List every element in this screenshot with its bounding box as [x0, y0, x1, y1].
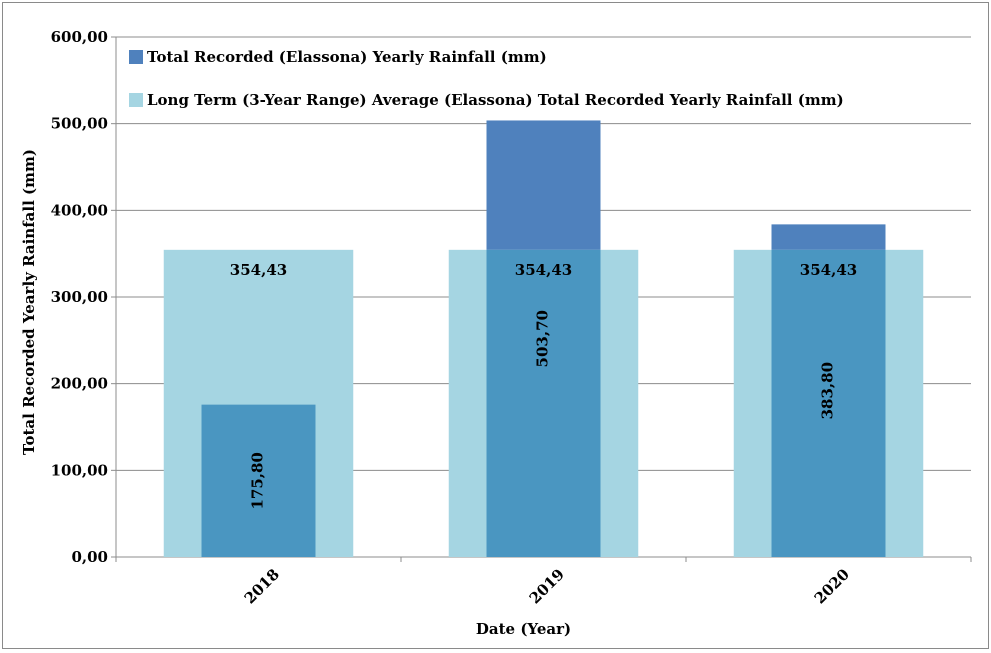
y-tick-label: 400,00	[51, 201, 108, 219]
bar-total-2018	[201, 404, 316, 557]
y-tick-label: 100,00	[51, 461, 108, 479]
data-label-total-2019: 503,70	[534, 310, 552, 367]
y-tick-label: 600,00	[51, 28, 108, 46]
x-tick-label-2020: 2020	[811, 565, 853, 607]
legend-swatch-1	[129, 93, 143, 107]
rainfall-chart: 0,00 100,00 200,00 300,00 400,00 500,00 600,00…	[20, 28, 972, 638]
bar-total-2019-upper	[486, 120, 601, 250]
bar-total-2019	[486, 249, 601, 557]
bar-total-2020-upper	[771, 224, 886, 250]
y-tick-label: 500,00	[51, 115, 108, 133]
data-label-total-2018: 175,80	[249, 452, 267, 509]
x-axis-title: Date (Year)	[476, 620, 571, 638]
y-axis-title: Total Recorded Yearly Rainfall (mm)	[20, 149, 38, 455]
legend-label-0: Total Recorded (Elassona) Yearly Rainfal…	[147, 48, 547, 66]
y-tick-label: 300,00	[51, 288, 108, 306]
data-label-average-2019: 354,43	[515, 261, 572, 279]
data-label-average-2018: 354,43	[230, 261, 287, 279]
data-label-total-2020: 383,80	[819, 362, 837, 419]
legend-swatch-0	[129, 50, 143, 64]
data-label-average-2020: 354,43	[800, 261, 857, 279]
x-tick-label-2019: 2019	[526, 565, 568, 607]
bar-total-2020	[771, 249, 886, 557]
legend-label-1: Long Term (3-Year Range) Average (Elasso…	[147, 91, 844, 109]
x-tick-label-2018: 2018	[241, 565, 283, 607]
y-tick-label: 200,00	[51, 375, 108, 393]
y-tick-label: 0,00	[71, 548, 108, 566]
